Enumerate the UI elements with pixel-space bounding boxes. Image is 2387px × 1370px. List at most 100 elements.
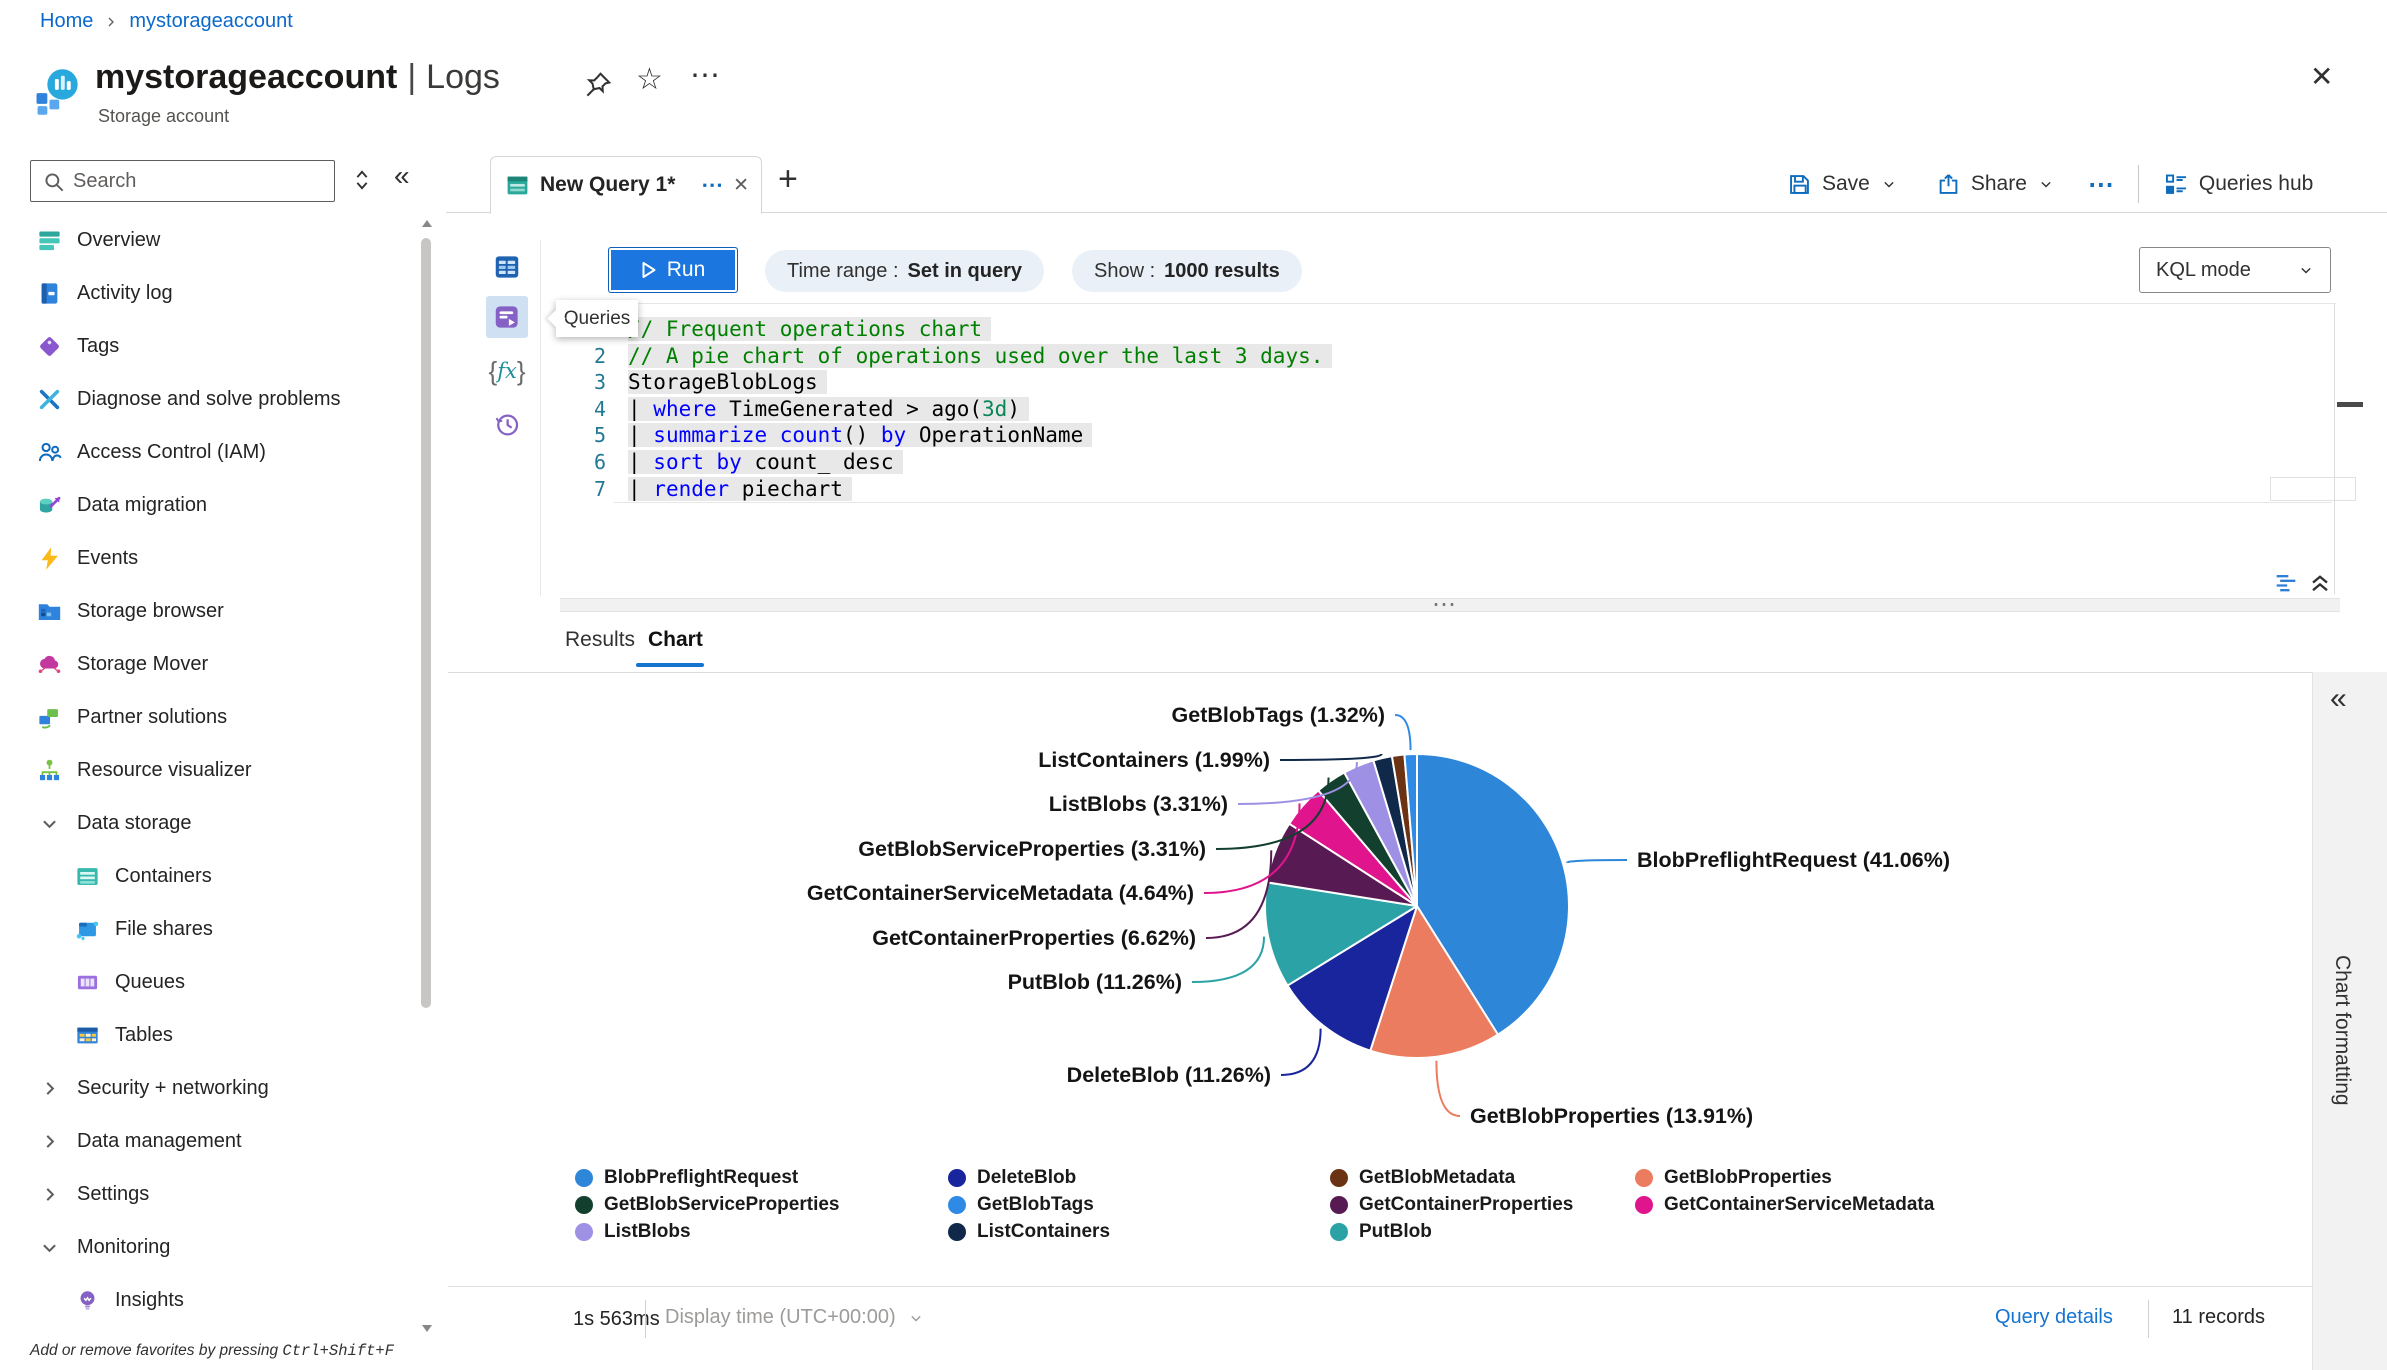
sidebar-item-data-management[interactable]: Data management <box>0 1115 430 1168</box>
sidebar-item-activity-log[interactable]: Activity log <box>0 267 430 320</box>
pin-icon[interactable] <box>583 70 613 100</box>
chevron-down-icon <box>2301 267 2311 274</box>
chart-formatting-panel[interactable] <box>2312 672 2387 1370</box>
legend-item-blobpreflightrequest[interactable]: BlobPreflightRequest <box>575 1164 839 1191</box>
functions-pane-button[interactable]: {fx} <box>488 355 526 386</box>
sidebar-item-data-migration[interactable]: Data migration <box>0 479 430 532</box>
sidebar-item-insights[interactable]: Insights <box>0 1274 430 1327</box>
sidebar-item-settings[interactable]: Settings <box>0 1168 430 1221</box>
editor-line-3[interactable]: StorageBlobLogs <box>628 369 1332 396</box>
sidebar-item-resource-visualizer[interactable]: Resource visualizer <box>0 744 430 797</box>
sidebar-item-partner-solutions[interactable]: Partner solutions <box>0 691 430 744</box>
scroll-down-arrow-icon[interactable] <box>422 1325 432 1332</box>
new-tab-button[interactable]: + <box>778 160 798 198</box>
scroll-up-arrow-icon[interactable] <box>422 220 432 227</box>
legend-item-listcontainers[interactable]: ListContainers <box>948 1218 1110 1245</box>
legend-dot <box>1330 1222 1348 1241</box>
breadcrumb-home-link[interactable]: Home <box>40 10 94 32</box>
mode-select[interactable]: KQL mode <box>2139 247 2331 293</box>
sidebar-item-label: Queues <box>115 971 186 993</box>
editor-line-2[interactable]: // A pie chart of operations used over t… <box>628 343 1333 370</box>
show-results-limit[interactable]: Show :1000 results <box>1072 250 1302 292</box>
sidebar-item-events[interactable]: Events <box>0 532 430 585</box>
legend-item-getblobtags[interactable]: GetBlobTags <box>948 1191 1110 1218</box>
pie-slice-getblobtags[interactable] <box>1403 753 1418 907</box>
pie-label-getblobproperties: GetBlobProperties (13.91%) <box>1470 1104 1753 1128</box>
breadcrumb-current-link[interactable]: mystorageaccount <box>129 10 293 32</box>
sidebar-item-storage-mover[interactable]: Storage Mover <box>0 638 430 691</box>
editor-line-7[interactable]: | render piechart <box>628 476 1332 503</box>
query-history-button[interactable] <box>486 404 528 446</box>
legend-column: GetBlobProperties GetContainerServiceMeta… <box>1635 1164 1934 1218</box>
pie-slice-deleteblob[interactable] <box>1286 905 1418 1052</box>
editor-line-5[interactable]: | summarize count() by OperationName <box>628 422 1332 449</box>
sidebar-item-diagnose-and-solve-problems[interactable]: Diagnose and solve problems <box>0 373 430 426</box>
legend-item-getblobproperties[interactable]: GetBlobProperties <box>1635 1164 1934 1191</box>
collapse-editor-icon[interactable] <box>2306 568 2334 596</box>
editor-line-4[interactable]: | where TimeGenerated > ago(3d) <box>628 396 1332 423</box>
tab-results[interactable]: Results <box>565 628 636 651</box>
editor-line-6[interactable]: | sort by count_ desc <box>628 449 1332 476</box>
query-editor[interactable]: // Frequent operations chart// A pie cha… <box>628 316 1333 503</box>
sidebar-item-storage-browser[interactable]: Storage browser <box>0 585 430 638</box>
sidebar-item-monitoring[interactable]: Monitoring <box>0 1221 430 1274</box>
sidebar-scrollbar[interactable] <box>419 220 434 1332</box>
sidebar-item-file-shares[interactable]: File shares <box>0 903 430 956</box>
favorites-hint: Add or remove favorites by pressing Ctrl… <box>30 1342 395 1360</box>
editor-scrollbar[interactable] <box>2334 304 2335 594</box>
header-more-icon[interactable]: ⋯ <box>690 59 721 92</box>
queues-icon <box>74 969 101 996</box>
sidebar-item-label: Containers <box>115 865 212 887</box>
sidebar-item-tags[interactable]: Tags <box>0 320 430 373</box>
search-input[interactable] <box>73 161 323 201</box>
tab-more-icon[interactable]: ⋯ <box>701 172 724 197</box>
collapse-sidebar-icon[interactable]: « <box>394 160 410 191</box>
legend-item-putblob[interactable]: PutBlob <box>1330 1218 1573 1245</box>
display-time-select[interactable]: Display time (UTC+00:00) <box>665 1306 926 1329</box>
time-range-picker[interactable]: Time range : Set in query <box>765 250 1045 292</box>
splitter[interactable] <box>560 598 2340 612</box>
pie-slice-getblobproperties[interactable] <box>1369 905 1499 1059</box>
legend-item-getcontainerservicemetadata[interactable]: GetContainerServiceMetadata <box>1635 1191 1934 1218</box>
legend-item-getblobserviceproperties[interactable]: GetBlobServiceProperties <box>575 1191 839 1218</box>
save-button[interactable]: Save <box>1786 171 1899 198</box>
query-tab-icon <box>505 173 530 198</box>
splitter-handle[interactable]: ⋯ <box>1432 591 1458 618</box>
sidebar-item-tables[interactable]: Tables <box>0 1009 430 1062</box>
sidebar-item-containers[interactable]: Containers <box>0 850 430 903</box>
legend-item-getblobmetadata[interactable]: GetBlobMetadata <box>1330 1164 1573 1191</box>
editor-line-1[interactable]: // Frequent operations chart <box>628 316 1332 343</box>
tab-new-query-1[interactable]: New Query 1* ⋯ ✕ <box>490 156 762 214</box>
query-details-link[interactable]: Query details <box>1995 1306 2113 1328</box>
actions-more-icon[interactable]: ⋯ <box>2087 168 2114 199</box>
favorite-star-icon[interactable]: ☆ <box>636 63 663 96</box>
tab-close-icon[interactable]: ✕ <box>733 174 749 196</box>
share-button[interactable]: Share <box>1935 171 2056 198</box>
tab-chart[interactable]: Chart <box>648 628 703 651</box>
expand-collapse-all-icon[interactable] <box>348 166 376 194</box>
format-query-icon[interactable] <box>2272 568 2300 596</box>
scrollbar-thumb[interactable] <box>421 238 431 1008</box>
run-button[interactable]: Run <box>608 247 738 293</box>
expand-panel-icon[interactable]: « <box>2330 682 2347 715</box>
selected-text: | sort by count_ desc <box>628 449 903 474</box>
tables-pane-button[interactable] <box>486 246 528 288</box>
queries-pane-button[interactable] <box>486 296 528 338</box>
legend-item-listblobs[interactable]: ListBlobs <box>575 1218 839 1245</box>
legend-item-deleteblob[interactable]: DeleteBlob <box>948 1164 1110 1191</box>
sidebar-item-overview[interactable]: Overview <box>0 214 430 267</box>
sidebar-item-data-storage[interactable]: Data storage <box>0 797 430 850</box>
pie-slice-blobpreflightrequest[interactable] <box>1416 753 1570 1036</box>
sidebar-item-access-control-iam[interactable]: Access Control (IAM) <box>0 426 430 479</box>
minimap-slider[interactable] <box>2270 477 2356 501</box>
close-icon[interactable]: ✕ <box>2310 61 2334 92</box>
legend-item-getcontainerproperties[interactable]: GetContainerProperties <box>1330 1191 1573 1218</box>
queries-hub-button[interactable]: Queries hub <box>2163 171 2313 198</box>
play-icon <box>642 262 656 278</box>
legend-dot <box>1330 1168 1348 1187</box>
legend-dot <box>575 1168 593 1187</box>
pie-slice-putblob[interactable] <box>1264 881 1418 987</box>
sidebar-item-security-networking[interactable]: Security + networking <box>0 1062 430 1115</box>
pie-callout-line <box>1205 850 1273 939</box>
sidebar-item-queues[interactable]: Queues <box>0 956 430 1009</box>
